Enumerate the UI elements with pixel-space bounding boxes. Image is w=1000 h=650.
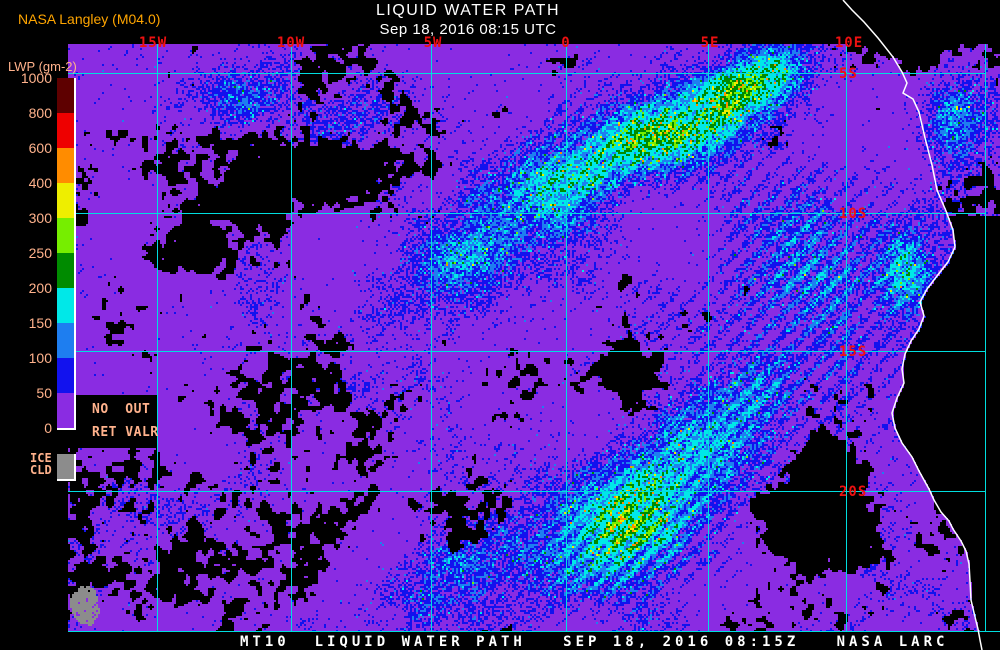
colorbar-tick: 800 (28, 105, 52, 121)
lon-label: 10W (276, 35, 306, 51)
ice-cld-swatch (57, 454, 76, 481)
colorbar-units-label: LWP (gm-2) (8, 59, 77, 74)
gridline-vertical (291, 44, 292, 632)
colorbar-segment (57, 288, 74, 323)
colorbar-segment (57, 393, 74, 428)
colorbar-tick: 150 (28, 315, 52, 331)
colorbar-segment (57, 218, 74, 253)
colorbar-segment (57, 253, 74, 288)
gridline-vertical (431, 44, 432, 632)
colorbar-tick: 100 (28, 350, 52, 366)
colorbar (57, 78, 76, 430)
colorbar-segment (57, 183, 74, 218)
lon-label: 0 (561, 35, 571, 51)
gridline-horizontal (68, 351, 985, 352)
lwp-map-raster (68, 44, 1000, 632)
colorbar-tick: 0 (44, 420, 52, 436)
lon-label: 5W (423, 35, 443, 51)
colorbar-segment (57, 148, 74, 183)
colorbar-tick: 1000 (20, 70, 52, 86)
gridline-vertical (708, 44, 709, 632)
colorbar-tick: 250 (28, 245, 52, 261)
branding-text: NASA Langley (M04.0) (18, 11, 161, 27)
header-titles: LIQUID WATER PATH Sep 18, 2016 08:15 UTC (0, 2, 936, 38)
footer-caption: MT10 LIQUID WATER PATH SEP 18, 2016 08:1… (240, 634, 949, 650)
ice-cld-line1: ICE (30, 451, 52, 465)
colorbar-tick: 50 (36, 385, 52, 401)
gridline-vertical (846, 44, 847, 632)
page-title: LIQUID WATER PATH (375, 2, 561, 19)
lon-label: 10E (834, 35, 864, 51)
colorbar-tick: 600 (28, 140, 52, 156)
gridline-horizontal (68, 213, 985, 214)
colorbar-segment (57, 323, 74, 358)
colorbar-segment (57, 78, 74, 113)
legend-no-out: NO OUT (92, 402, 151, 417)
lat-label: 20S (839, 484, 868, 500)
footer-divider (68, 631, 1000, 632)
ice-cld-label: ICE CLD (30, 452, 52, 476)
lat-label: 5S (839, 66, 858, 82)
lon-label: 5E (700, 35, 720, 51)
colorbar-tick: 400 (28, 175, 52, 191)
page-subtitle: Sep 18, 2016 08:15 UTC (379, 21, 557, 38)
gridline-vertical (157, 44, 158, 632)
lat-label: 10S (839, 206, 868, 222)
lat-label: 15S (839, 344, 868, 360)
legend-ret-valr: RET VALR (92, 425, 159, 440)
lon-label: 15W (138, 35, 168, 51)
colorbar-segment (57, 113, 74, 148)
colorbar-tick: 300 (28, 210, 52, 226)
gridline-vertical (566, 44, 567, 632)
ice-cld-line2: CLD (30, 463, 52, 477)
gridline-horizontal (68, 491, 985, 492)
colorbar-segment (57, 358, 74, 393)
gridline-vertical (985, 44, 986, 632)
legend-backing-panel (68, 395, 157, 448)
colorbar-tick: 200 (28, 280, 52, 296)
gridline-horizontal (68, 73, 985, 74)
